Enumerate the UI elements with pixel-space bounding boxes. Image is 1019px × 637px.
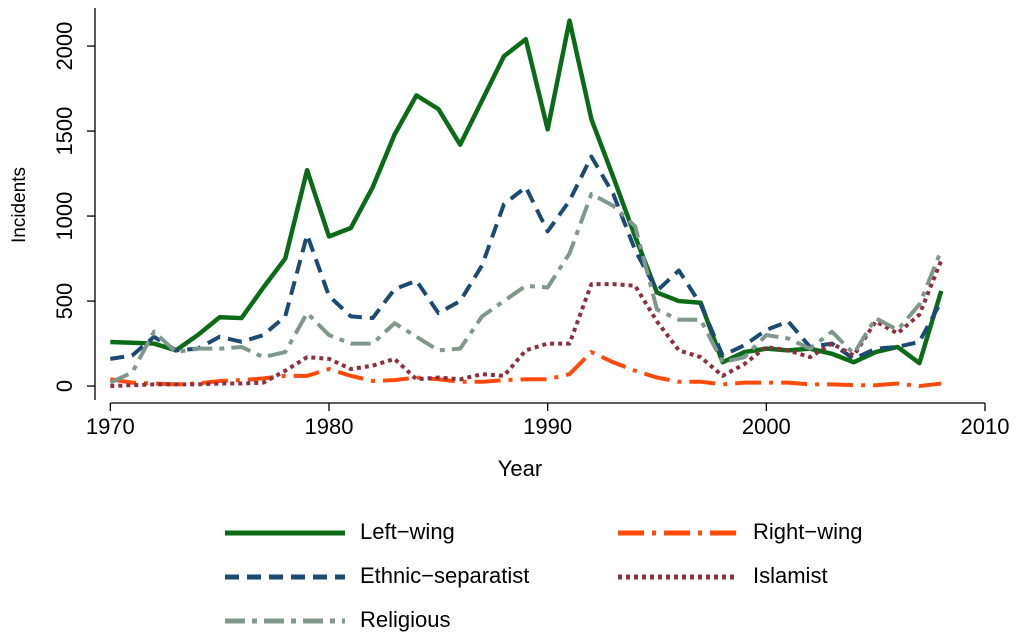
y-tick-label: 1000 [52,192,77,241]
x-tick-label: 2000 [742,414,791,439]
legend-label: Right−wing [753,519,862,544]
y-axis-label: Incidents [9,167,30,243]
series-line [110,18,944,366]
y-tick-label: 1500 [52,107,77,156]
x-tick-label: 2010 [961,414,1010,439]
y-tick-label: 0 [52,380,77,392]
x-tick-label: 1990 [523,414,572,439]
series-line [109,350,942,389]
legend-label: Religious [360,607,451,632]
series-line [110,259,944,389]
legend-label: Islamist [753,563,828,588]
y-tick-label: 500 [52,283,77,320]
legend-label: Ethnic−separatist [360,563,529,588]
x-tick-label: 1980 [305,414,354,439]
legend-label: Left−wing [360,519,455,544]
series-line [109,154,944,361]
x-tick-label: 1970 [86,414,135,439]
y-tick-label: 2000 [52,22,77,71]
series-line [109,191,944,385]
x-axis-label: Year [498,456,542,481]
